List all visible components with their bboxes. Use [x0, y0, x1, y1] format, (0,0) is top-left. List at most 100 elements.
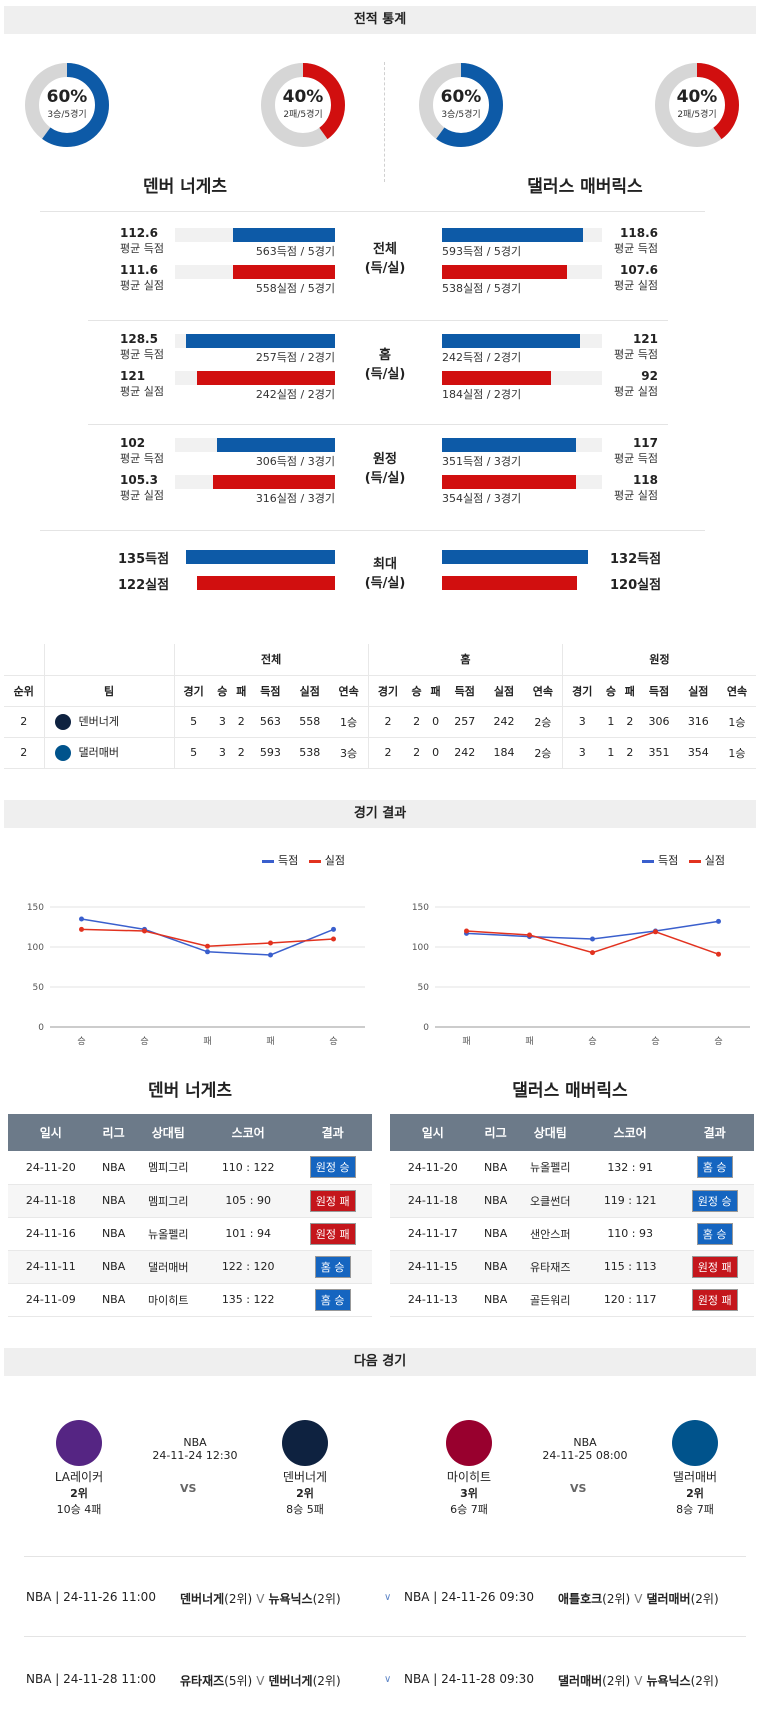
donut-ring	[261, 63, 345, 147]
standings-cell: 257	[445, 706, 485, 738]
standings-header-cell: 득점	[445, 675, 485, 707]
standings-cell: 5	[173, 706, 213, 738]
game-score: 132 : 91	[584, 1151, 676, 1185]
left-stat-label: 평균 실점	[120, 385, 164, 398]
game-result-cell: 원정 승	[293, 1151, 372, 1185]
game-result-badge: 원정 패	[691, 1288, 738, 1311]
game-league: NBA	[475, 1283, 516, 1317]
upcoming-separator: V	[256, 1592, 265, 1606]
left-stat-track	[175, 228, 335, 242]
right-stat-track	[442, 228, 602, 242]
conceded-swatch	[308, 859, 321, 863]
game-score: 110 : 122	[202, 1151, 294, 1185]
standings-cell: 1승	[329, 706, 369, 738]
standings-header-cell: 경기	[367, 675, 408, 707]
game-date: 24-11-18	[8, 1184, 94, 1218]
right-stat-bar	[442, 228, 583, 242]
stat-category-sub: (득/실)	[364, 471, 406, 486]
standings-cell: 2	[367, 737, 408, 769]
upcoming-matchup: 덴버너게(2위) V 뉴욕닉스(2위)	[180, 1590, 341, 1607]
game-result-cell: 원정 승	[675, 1184, 754, 1218]
game-row: 24-11-09 NBA 마이히트 135 : 122 홈 승	[8, 1283, 372, 1317]
home-results-title: 덴버 너게츠	[147, 1081, 233, 1101]
game-result-badge: 홈 승	[314, 1288, 351, 1311]
standings-cell: 0	[426, 706, 446, 738]
standings-row: 2 댈러매버 5 3 2 593 538 3승 2 2 0 242 184 2승 3 1 2 351 354 1승	[4, 737, 756, 769]
donut-chart: 40% 2패/5경기	[260, 62, 346, 148]
donut-chart: 60% 3승/5경기	[24, 62, 110, 148]
game-opponent: 멤피그리	[133, 1151, 203, 1185]
team-logo-icon	[54, 714, 71, 730]
game-result-badge: 원정 패	[309, 1189, 356, 1212]
right-max-bar	[442, 550, 588, 564]
right-stat-caption: 538실점 / 5경기	[442, 282, 522, 295]
scored-swatch	[262, 859, 274, 863]
game-opponent: 마이히트	[133, 1283, 203, 1317]
upcoming-team1: 덴버너게	[180, 1592, 225, 1606]
right-stat-track	[442, 265, 602, 279]
stat-category: 최대 (득/실)	[355, 555, 415, 593]
home-team-title: 덴버 너게츠	[142, 177, 228, 197]
game-opponent: 오클썬더	[515, 1184, 585, 1218]
stat-category-name: 홈	[379, 348, 391, 363]
standings-header-cell: 연속	[717, 675, 756, 707]
away-team-title: 댈러스 매버릭스	[527, 177, 643, 197]
section-title-results: 경기 결과	[4, 800, 756, 828]
game-result-cell: 홈 승	[293, 1283, 372, 1317]
game-result-badge: 원정 패	[309, 1222, 356, 1245]
right-stat-value: 107.6	[620, 263, 658, 277]
stat-category: 원정 (득/실)	[355, 450, 415, 488]
left-stat-value: 121	[120, 369, 146, 383]
right-stat-track	[442, 371, 602, 385]
right-stat-track	[442, 475, 602, 489]
upcoming-team1: 애틀호크	[558, 1592, 603, 1606]
game-league: NBA	[475, 1217, 516, 1251]
game-score: 120 : 117	[584, 1283, 676, 1317]
legend-scored: 득점	[278, 854, 299, 867]
games-header-cell: 리그	[475, 1114, 516, 1151]
standings-cell: 5	[173, 737, 213, 769]
game-result-badge: 원정 패	[691, 1255, 738, 1278]
upcoming-team1: 댈러매버	[558, 1674, 603, 1688]
game-result-cell: 원정 패	[675, 1250, 754, 1284]
standings-header-cell: 경기	[562, 675, 602, 707]
left-max-track	[178, 576, 335, 590]
team-logo-icon	[54, 745, 71, 761]
left-stat-caption: 316실점 / 3경기	[255, 492, 335, 505]
y-tick-label: 150	[412, 903, 429, 913]
game-result-cell: 홈 승	[293, 1250, 372, 1284]
left-stat-value: 105.3	[120, 473, 158, 487]
next-game-team: 마이히트 3위 6승 7패	[419, 1468, 519, 1517]
chevron-down-icon: ∨	[384, 1674, 392, 1685]
divider	[24, 1636, 746, 1637]
standings-cell: 2	[407, 706, 427, 738]
standings-cell: 2	[620, 706, 640, 738]
y-tick-label: 50	[418, 983, 430, 993]
game-league: NBA	[93, 1250, 134, 1284]
left-stat-caption: 563득점 / 5경기	[255, 245, 335, 258]
games-header-cell: 스코어	[202, 1114, 294, 1151]
donut-fill	[25, 63, 109, 147]
left-stat-bar	[232, 265, 335, 279]
right-stat-value: 118	[632, 473, 658, 487]
standings-cell: 538	[290, 737, 330, 769]
left-stat-caption: 257득점 / 2경기	[255, 351, 335, 364]
left-max-track	[178, 550, 335, 564]
stat-category-sub: (득/실)	[364, 367, 406, 382]
right-stat-label: 평균 실점	[614, 489, 658, 502]
game-league: NBA	[93, 1283, 134, 1317]
left-stat-track	[175, 371, 335, 385]
standings-cell: 3승	[329, 737, 369, 769]
donut-percent: 60%	[440, 87, 482, 107]
upcoming-meta: NBA | 24-11-28 11:00	[26, 1672, 156, 1686]
right-max-track	[442, 550, 599, 564]
right-stat-caption: 354실점 / 3경기	[442, 492, 522, 505]
next-game-team: 덴버너게 2위 8승 5패	[255, 1468, 355, 1517]
stat-category-name: 최대	[373, 557, 397, 572]
x-tick-label: 승	[140, 1036, 148, 1047]
empty-cell	[43, 644, 174, 676]
away-results-chart: 0 50 100 150 패 패 승 승 승	[412, 903, 750, 1047]
game-league: NBA	[93, 1217, 134, 1251]
stat-category-sub: (득/실)	[364, 261, 406, 276]
right-stat-caption: 242득점 / 2경기	[442, 351, 522, 364]
